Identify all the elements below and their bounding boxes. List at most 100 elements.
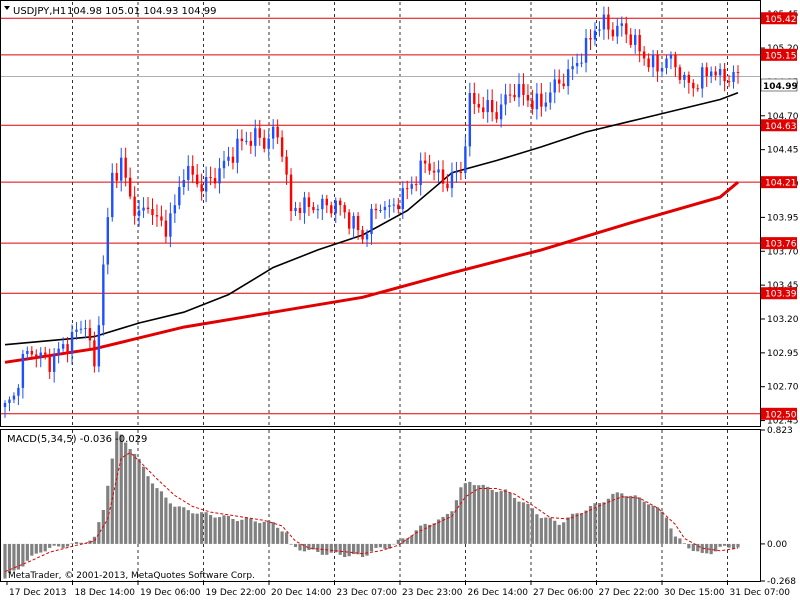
macd-bar [410, 535, 414, 544]
macd-bar [423, 523, 427, 544]
candle-body [267, 138, 270, 149]
y-tick-label: 102.95 [767, 349, 799, 359]
macd-bar [566, 517, 570, 544]
candle-body [3, 402, 7, 408]
candle-body [692, 82, 695, 89]
candle-body [343, 205, 346, 213]
macd-bar [133, 453, 137, 544]
candle-body [428, 163, 431, 171]
candle-body [254, 128, 257, 146]
candle-body [330, 205, 333, 214]
candle-body [669, 54, 673, 59]
candle-body [580, 62, 583, 64]
macd-bar [579, 513, 584, 544]
macd-bar [651, 505, 655, 544]
macd-bar [271, 522, 275, 544]
candle-body [240, 138, 244, 142]
candle-body [88, 328, 92, 341]
level-tag-label: 105.42 [765, 15, 797, 25]
x-tick-label: 19 Dec 22:00 [206, 588, 267, 598]
price-axis[interactable]: 105.45105.20104.95104.70104.45104.20103.… [761, 10, 799, 427]
candle-body [52, 354, 56, 372]
candle-body [401, 188, 404, 210]
candle-body [522, 84, 525, 95]
macd-bar [244, 517, 248, 544]
macd-bar [700, 543, 704, 553]
candle-body [683, 74, 686, 80]
x-tick-label: 17 Dec 2013 [9, 588, 67, 598]
macd-bar [575, 513, 579, 544]
candle-body [187, 166, 190, 181]
candle-body [499, 104, 503, 120]
candle-body [423, 160, 427, 164]
dropdown-triangle-icon[interactable] [4, 6, 10, 10]
macd-bar [267, 520, 271, 544]
level-tag-label: 102.50 [765, 410, 797, 420]
candle-body [209, 176, 212, 179]
macd-bar [12, 543, 16, 571]
candle-body [490, 100, 494, 113]
macd-bar [432, 523, 436, 544]
macd-bar [436, 519, 441, 544]
candle-body [75, 329, 78, 332]
symbol-label: USDJPY,H1 [13, 6, 66, 17]
macd-bar [137, 458, 141, 544]
candle-body [736, 72, 740, 74]
macd-bar [629, 495, 633, 544]
candle-body [347, 212, 351, 229]
macd-bar [302, 543, 307, 552]
macd-bar [119, 434, 123, 544]
candle-body [723, 68, 726, 82]
time-axis[interactable]: 17 Dec 2013 18 Dec 14:00 19 Dec 06:00 19 De… [6, 581, 790, 598]
candle-body [625, 23, 628, 35]
candle-body [575, 63, 579, 67]
candle-body [8, 399, 11, 403]
candle-body [701, 67, 704, 89]
macd-bar [57, 543, 61, 547]
macd-bar [253, 521, 257, 544]
macd-bar [249, 518, 253, 544]
candle-body [513, 94, 516, 98]
macd-bar [655, 507, 660, 544]
macd-bar [383, 543, 387, 549]
candle-body [388, 205, 391, 207]
candle-body [406, 188, 409, 190]
macd-bar [602, 502, 606, 544]
candle-body [133, 196, 136, 216]
candle-body [307, 197, 311, 207]
macd-bar [615, 492, 619, 544]
macd-bar [392, 543, 396, 545]
candle-body [558, 79, 561, 84]
macd-bar [495, 492, 499, 544]
macd-bar [347, 543, 351, 557]
candle-body [549, 92, 552, 103]
macd-bar [48, 543, 52, 548]
y-tick-label: 103.95 [767, 213, 799, 223]
level-tag [761, 176, 797, 189]
macd-bar [669, 528, 673, 544]
macd-bar [705, 543, 709, 554]
candle-body [258, 128, 261, 138]
candle-body [12, 395, 16, 400]
candle-body [370, 208, 373, 235]
indicator-pane-frame [0, 429, 761, 582]
candle-body [598, 29, 601, 31]
macd-y-tick-label: -0.268 [767, 577, 796, 587]
candle-body [709, 71, 713, 77]
macd-bar [673, 536, 678, 544]
copyright-label: MetaTrader, © 2001-2013, MetaQuotes Soft… [8, 571, 255, 581]
macd-y-tick-label: 0.823 [767, 426, 793, 436]
macd-bar [459, 487, 463, 544]
candle-body [616, 25, 619, 37]
candle-body [477, 103, 480, 108]
candle-body [441, 169, 445, 184]
candle-body [526, 94, 530, 101]
macd-bar [159, 491, 164, 544]
candle-body [146, 207, 150, 210]
macd-bar [316, 543, 320, 552]
candle-body [200, 184, 203, 192]
macd-bar [481, 484, 485, 544]
level-tag-label: 103.39 [765, 290, 797, 300]
